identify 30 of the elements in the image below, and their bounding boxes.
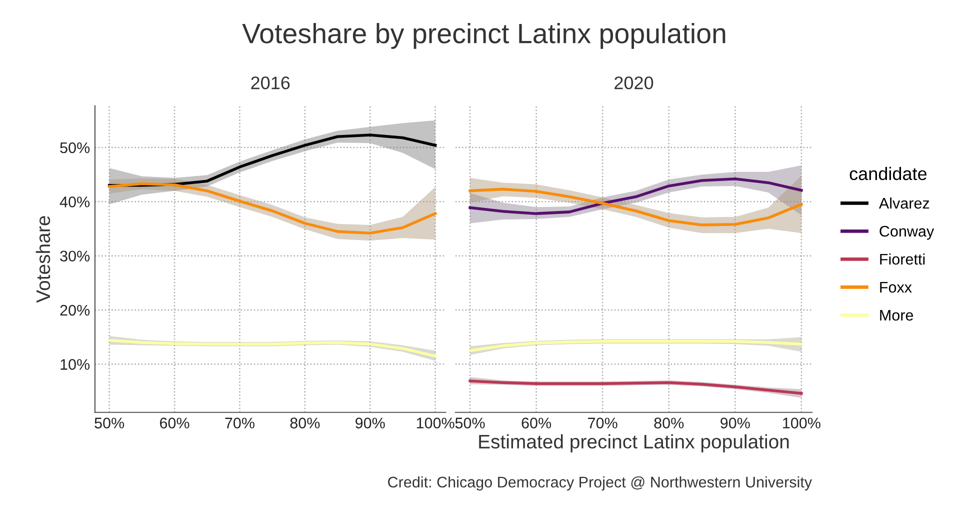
x-tick-label: 80% [654, 418, 684, 428]
x-tick-label: 100% [416, 418, 454, 428]
chart-title: Voteshare by precinct Latinx population [242, 22, 726, 49]
legend-label: Foxx [880, 282, 912, 293]
legend-label: Alvarez [878, 197, 930, 209]
x-tick-label: 100% [783, 418, 820, 428]
x-tick-label: 90% [720, 418, 750, 428]
legend-title: candidate [850, 166, 927, 180]
chart-subtitle: 2020 [614, 76, 654, 90]
y-tick-label: 50% [60, 142, 90, 154]
text: Credit: Chicago Democracy Project @ Northwestern University [388, 476, 812, 491]
x-tick-label: 90% [356, 418, 385, 428]
x-tick-label: 50% [94, 418, 124, 428]
legend-label: Conway [880, 226, 934, 240]
y-tick-label: 40% [60, 196, 90, 208]
y-tick-label: 10% [60, 359, 90, 370]
legend-label: More [880, 310, 914, 321]
x-tick-label: 70% [225, 418, 254, 428]
line-series [108, 182, 437, 234]
x-tick-label: 60% [522, 418, 552, 428]
x-tick-label: 70% [588, 418, 618, 428]
y-axis-title: Voteshare [36, 216, 50, 303]
chart-subtitle: 2016 [251, 76, 290, 90]
y-tick-label: 20% [60, 304, 90, 316]
y-tick-label: 30% [60, 250, 90, 262]
x-tick-label: 50% [455, 418, 485, 428]
x-tick-label: 60% [160, 418, 190, 428]
x-axis-title: Estimated precinct Latinx population [479, 434, 789, 452]
x-tick-label: 80% [290, 418, 320, 428]
legend-label: Fioretti [880, 253, 925, 265]
